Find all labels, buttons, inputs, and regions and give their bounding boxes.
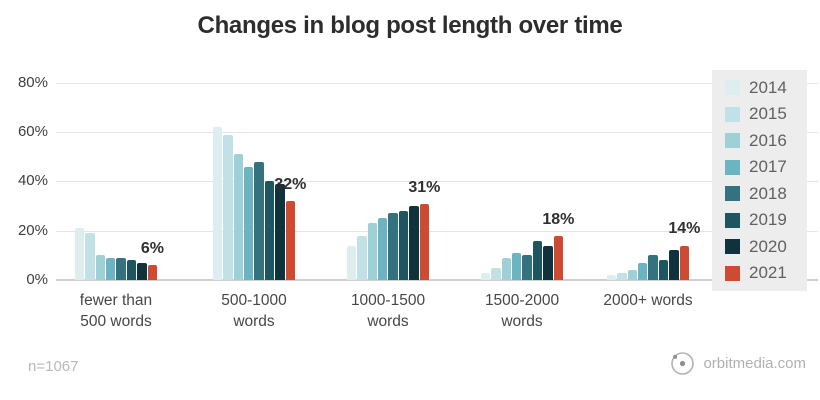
legend-item-2016: 2016 [712,128,807,155]
legend-swatch-2016 [725,133,740,149]
value-annotation-1: 32% [274,176,307,194]
brand-url: orbitmedia.com [703,355,806,372]
bar-2014-group-2 [346,245,357,280]
bar-2017-group-0 [106,257,116,280]
legend: 2014 2015 2016 2017 2018 2019 2020 2021 [712,70,807,291]
legend-item-2017: 2017 [712,154,807,181]
bar-group-1 [212,127,296,280]
legend-item-2021: 2021 [712,260,807,287]
bar-2021-group-0 [147,265,158,280]
legend-swatch-2018 [725,186,740,202]
y-tick-label-60: 60% [17,123,48,141]
bar-2015-group-3 [491,267,501,280]
brand-footer: orbitmedia.com [669,350,806,377]
gridline-80pct [56,82,818,84]
legend-swatch-2021 [725,265,740,281]
category-label-1: 500-1000 words [221,292,287,330]
legend-swatch-2020 [725,239,740,255]
value-annotation-2: 31% [408,178,441,196]
category-label-3: 1500-2000 words [484,292,560,330]
bar-2014-group-4 [606,275,617,280]
gridline-0pct [56,279,818,281]
bar-2021-group-4 [679,245,690,280]
bar-2019-group-1 [264,181,275,280]
bar-2017-group-3 [512,252,522,280]
bar-2017-group-1 [244,166,254,280]
bar-2016-group-0 [95,255,106,280]
bar-2018-group-3 [522,255,532,280]
bar-2019-group-0 [126,260,137,280]
bar-2018-group-0 [116,257,126,280]
legend-label-2014: 2014 [749,77,787,97]
sample-size-note: n=1067 [28,358,79,375]
legend-label-2017: 2017 [749,157,787,177]
legend-item-2014: 2014 [712,75,807,102]
bar-2021-group-2 [419,203,430,280]
category-label-4: 2000+ words [603,292,693,309]
bar-2018-group-2 [388,213,398,280]
bar-2015-group-4 [617,272,627,280]
legend-label-2018: 2018 [749,183,787,203]
bar-2017-group-4 [638,262,648,280]
legend-swatch-2019 [725,212,740,228]
gridline-40pct [56,181,818,183]
gridline-20pct [56,230,818,232]
bar-group-0 [74,228,158,280]
bar-2014-group-0 [74,228,85,280]
bar-2021-group-1 [285,201,296,280]
legend-label-2016: 2016 [749,130,787,150]
bar-group-3 [480,235,564,280]
bar-2018-group-4 [648,255,658,280]
bar-2018-group-1 [254,161,264,280]
orbit-logo-icon [669,350,696,377]
bar-2014-group-3 [480,272,491,280]
bar-2019-group-3 [532,240,543,280]
legend-label-2020: 2020 [749,236,787,256]
category-label-0: fewer than 500 words [79,292,153,330]
y-tick-label-0: 0% [26,271,48,288]
y-tick-label-20: 20% [17,221,48,239]
bar-2015-group-2 [357,235,367,280]
legend-item-2015: 2015 [712,101,807,128]
legend-item-2020: 2020 [712,234,807,261]
legend-item-2019: 2019 [712,207,807,234]
legend-swatch-2014 [725,80,740,96]
bar-2019-group-4 [658,260,669,280]
legend-label-2015: 2015 [749,104,787,124]
bar-2016-group-1 [233,154,244,280]
y-tick-label-40: 40% [17,172,48,190]
bar-2020-group-0 [137,262,147,280]
category-label-2: 1000-1500 words [350,292,426,330]
bar-2021-group-3 [553,235,564,280]
chart-title: Changes in blog post length over time [197,12,623,39]
bar-group-4 [606,245,690,280]
y-tick-label-80: 80% [17,73,48,91]
bar-2016-group-2 [367,223,378,280]
legend-swatch-2015 [725,106,740,122]
legend-label-2019: 2019 [749,210,787,230]
legend-item-2018: 2018 [712,181,807,208]
bar-2017-group-2 [378,218,388,280]
value-annotation-3: 18% [542,210,575,228]
bar-2015-group-0 [85,233,95,280]
value-annotation-0: 6% [140,240,164,258]
bar-2020-group-3 [543,245,553,280]
bar-2016-group-3 [501,257,512,280]
legend-label-2021: 2021 [749,263,787,283]
bar-2020-group-2 [409,206,419,280]
bar-2015-group-1 [223,134,233,280]
bar-2019-group-2 [398,210,409,280]
bar-2014-group-1 [212,127,223,280]
bar-2016-group-4 [627,270,638,280]
legend-swatch-2017 [725,159,740,175]
bar-2020-group-4 [669,250,679,280]
value-annotation-4: 14% [668,220,701,238]
gridline-60pct [56,132,818,134]
bar-2020-group-1 [275,183,285,280]
bar-group-2 [346,203,430,280]
